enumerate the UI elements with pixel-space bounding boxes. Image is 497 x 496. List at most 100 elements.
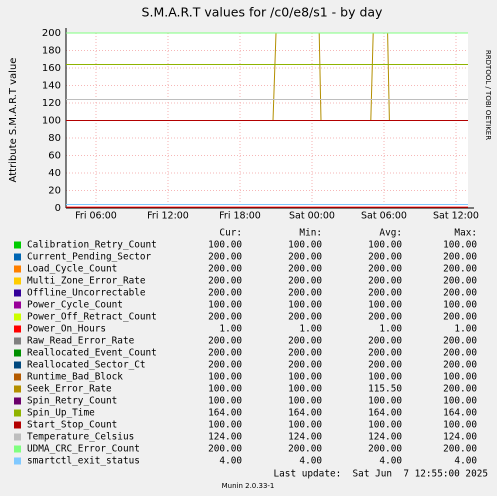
- legend-value: 200.00: [288, 264, 322, 275]
- y-tick-label: 140: [42, 81, 61, 92]
- legend-value: 100.00: [368, 240, 402, 251]
- legend-swatch: [14, 421, 21, 429]
- legend-value: 100.00: [208, 240, 242, 251]
- legend-value: 100.00: [288, 240, 322, 251]
- legend-value: 100.00: [443, 420, 477, 431]
- legend-value: 200.00: [368, 444, 402, 455]
- y-tick-label: 80: [48, 133, 61, 144]
- legend-label: Start_Stop_Count: [27, 420, 117, 431]
- legend-value: 200.00: [288, 444, 322, 455]
- legend-value: 200.00: [443, 276, 477, 287]
- legend-label: Power_Off_Retract_Count: [27, 312, 157, 323]
- legend-label: Load_Cycle_Count: [27, 264, 117, 275]
- legend-swatch: [14, 385, 21, 393]
- legend-value: 200.00: [288, 360, 322, 371]
- legend-value: 200.00: [443, 444, 477, 455]
- legend-value: 4.00: [379, 456, 402, 467]
- legend-value: 1.00: [299, 324, 322, 335]
- x-tick-label: Fri 06:00: [75, 211, 117, 222]
- y-tick-label: 120: [42, 98, 61, 109]
- x-tick-label: Sat 00:00: [289, 211, 335, 222]
- legend-header: Min:: [299, 228, 322, 239]
- legend-value: 164.00: [443, 408, 477, 419]
- legend-swatch: [14, 409, 21, 417]
- y-tick-label: 60: [48, 151, 61, 162]
- legend-value: 200.00: [288, 276, 322, 287]
- legend-value: 200.00: [443, 336, 477, 347]
- legend-value: 200.00: [288, 348, 322, 359]
- legend-value: 100.00: [443, 372, 477, 383]
- legend-value: 200.00: [288, 252, 322, 263]
- legend-value: 200.00: [208, 336, 242, 347]
- y-tick-label: 100: [42, 116, 61, 127]
- legend-value: 124.00: [443, 432, 477, 443]
- legend-value: 100.00: [208, 384, 242, 395]
- legend-swatch: [14, 445, 21, 453]
- watermark: RRDTOOL / TOBI OETIKER: [484, 50, 492, 140]
- legend-header: Cur:: [219, 228, 242, 239]
- legend-label: Power_On_Hours: [27, 324, 106, 335]
- legend-value: 100.00: [443, 240, 477, 251]
- legend-swatch: [14, 337, 21, 345]
- y-axis-label: Attribute S.M.A.R.T value: [8, 58, 19, 183]
- legend-value: 1.00: [379, 324, 402, 335]
- legend-value: 1.00: [219, 324, 242, 335]
- legend-swatch: [14, 433, 21, 441]
- legend-swatch: [14, 457, 21, 465]
- legend-value: 200.00: [368, 264, 402, 275]
- y-tick-label: 160: [42, 63, 61, 74]
- legend-value: 200.00: [368, 312, 402, 323]
- legend-value: 100.00: [208, 420, 242, 431]
- legend-value: 200.00: [208, 288, 242, 299]
- legend-label: Reallocated_Event_Count: [27, 348, 157, 359]
- legend-value: 100.00: [288, 300, 322, 311]
- legend-value: 164.00: [368, 408, 402, 419]
- legend-label: Offline_Uncorrectable: [27, 288, 146, 299]
- legend-swatch: [14, 277, 21, 285]
- legend-value: 200.00: [443, 264, 477, 275]
- legend-label: Temperature_Celsius: [27, 432, 134, 443]
- legend-value: 100.00: [443, 396, 477, 407]
- x-tick-label: Sat 06:00: [361, 211, 407, 222]
- legend-value: 200.00: [208, 252, 242, 263]
- legend-header: Avg:: [379, 228, 402, 239]
- legend-swatch: [14, 397, 21, 405]
- legend-value: 4.00: [299, 456, 322, 467]
- y-tick-label: 180: [42, 46, 61, 57]
- legend-value: 200.00: [208, 276, 242, 287]
- legend-swatch: [14, 265, 21, 273]
- legend-value: 100.00: [288, 420, 322, 431]
- legend-swatch: [14, 241, 21, 249]
- legend-value: 115.50: [368, 384, 402, 395]
- legend-label: UDMA_CRC_Error_Count: [27, 444, 140, 455]
- legend-value: 1.00: [454, 324, 477, 335]
- legend-label: Power_Cycle_Count: [27, 300, 123, 311]
- legend-value: 100.00: [208, 372, 242, 383]
- legend-label: Reallocated_Sector_Ct: [27, 360, 146, 371]
- legend-value: 200.00: [368, 252, 402, 263]
- legend-swatch: [14, 325, 21, 333]
- legend-value: 100.00: [208, 300, 242, 311]
- legend-label: Spin_Up_Time: [27, 408, 95, 419]
- legend-value: 4.00: [454, 456, 477, 467]
- y-tick-label: 0: [55, 203, 61, 214]
- legend-swatch: [14, 253, 21, 261]
- legend-value: 100.00: [288, 384, 322, 395]
- legend-swatch: [14, 301, 21, 309]
- legend-value: 200.00: [288, 312, 322, 323]
- legend-swatch: [14, 313, 21, 321]
- legend-value: 124.00: [368, 432, 402, 443]
- y-tick-label: 200: [42, 28, 61, 39]
- legend-value: 200.00: [208, 360, 242, 371]
- y-tick-label: 20: [48, 186, 61, 197]
- legend-value: 100.00: [443, 300, 477, 311]
- legend-value: 200.00: [443, 312, 477, 323]
- legend-label: Raw_Read_Error_Rate: [27, 336, 135, 347]
- legend-value: 100.00: [288, 372, 322, 383]
- chart-title: S.M.A.R.T values for /c0/e8/s1 - by day: [142, 5, 384, 20]
- legend-value: 4.00: [219, 456, 242, 467]
- legend-value: 200.00: [368, 360, 402, 371]
- legend-value: 200.00: [288, 288, 322, 299]
- legend-label: Spin_Retry_Count: [27, 396, 117, 407]
